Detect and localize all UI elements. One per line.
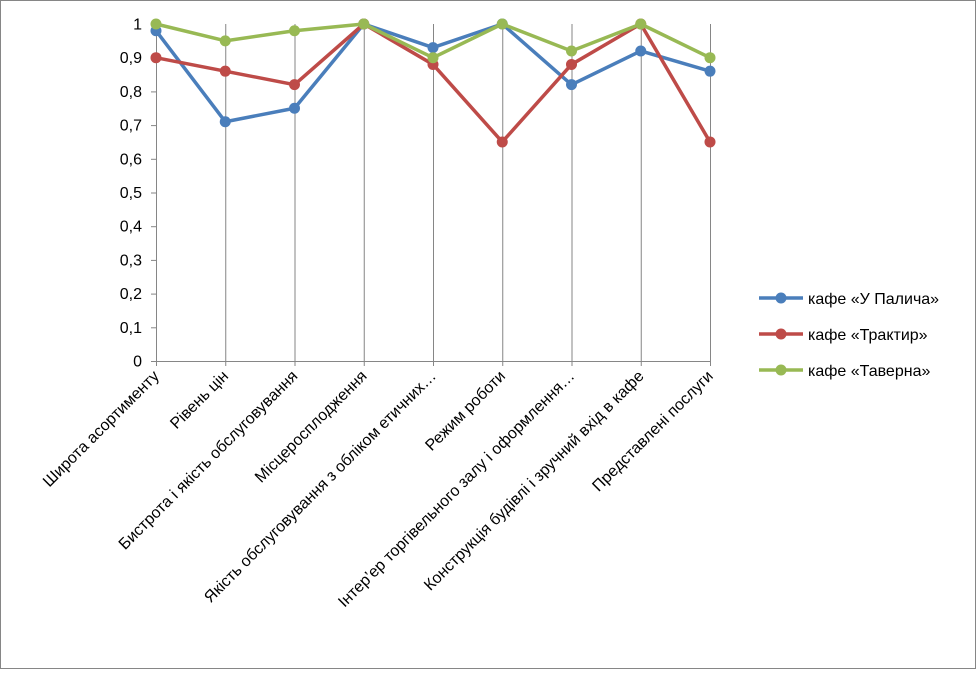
data-point (219, 116, 231, 128)
y-tick-label: 0 (133, 354, 142, 371)
data-point (427, 52, 439, 64)
y-tick-label: 0,2 (120, 286, 142, 303)
data-point (566, 79, 577, 91)
series-3 (150, 18, 716, 64)
legend-marker (775, 364, 787, 376)
data-point (219, 35, 231, 47)
data-point (704, 136, 716, 148)
data-point (358, 18, 370, 30)
legend-label: кафе «У Палича» (808, 291, 939, 308)
legend-marker (775, 328, 787, 340)
data-point (566, 45, 577, 57)
legend-item: кафе «Трактир» (759, 327, 928, 344)
y-tick-label: 0,8 (120, 84, 142, 101)
x-tick-label: Рівень цін (167, 368, 232, 433)
x-tick-label: Широта асортименту (40, 368, 163, 491)
data-point (289, 102, 300, 114)
legend-label: кафе «Трактир» (808, 327, 928, 344)
legend-item: кафе «Таверна» (759, 363, 930, 380)
y-tick-label: 0,7 (120, 118, 142, 135)
legend-label: кафе «Таверна» (808, 363, 930, 380)
data-point (704, 65, 716, 77)
data-point (150, 18, 162, 30)
x-tick-label: Місцеросплодження (252, 368, 370, 486)
data-point (289, 79, 300, 91)
data-point (566, 58, 577, 70)
data-point (150, 52, 162, 64)
axes (151, 24, 711, 362)
y-tick-label: 0,6 (120, 151, 142, 168)
y-tick-label: 0,3 (120, 252, 142, 269)
data-point (704, 52, 716, 64)
data-point (635, 18, 647, 30)
x-tick-label: Представлені послуги (589, 368, 716, 495)
y-tick-label: 0,5 (120, 185, 142, 202)
y-tick-label: 1 (133, 17, 142, 34)
data-point (219, 65, 231, 77)
x-tick-label: Інтер’ер торгівельного залу і оформлення… (335, 368, 578, 611)
x-tick-label: Якість обслуговування з обліком етичних… (201, 368, 439, 606)
data-point (496, 18, 508, 30)
data-point (289, 25, 300, 37)
y-tick-label: 0,4 (120, 219, 142, 236)
legend-item: кафе «У Палича» (759, 291, 939, 308)
data-point (496, 136, 508, 148)
legend-marker (775, 292, 787, 304)
y-axis-tick-labels: 0 0,1 0,2 0,3 0,4 0,5 0,6 0,7 0,8 0,9 1 (120, 17, 156, 371)
legend: кафе «У Палича» кафе «Трактир» кафе «Тавер… (759, 291, 939, 380)
y-tick-label: 0,9 (120, 50, 142, 67)
y-tick-label: 0,1 (120, 320, 142, 337)
series-group (150, 18, 716, 148)
data-point (635, 45, 647, 57)
data-point (427, 42, 439, 54)
